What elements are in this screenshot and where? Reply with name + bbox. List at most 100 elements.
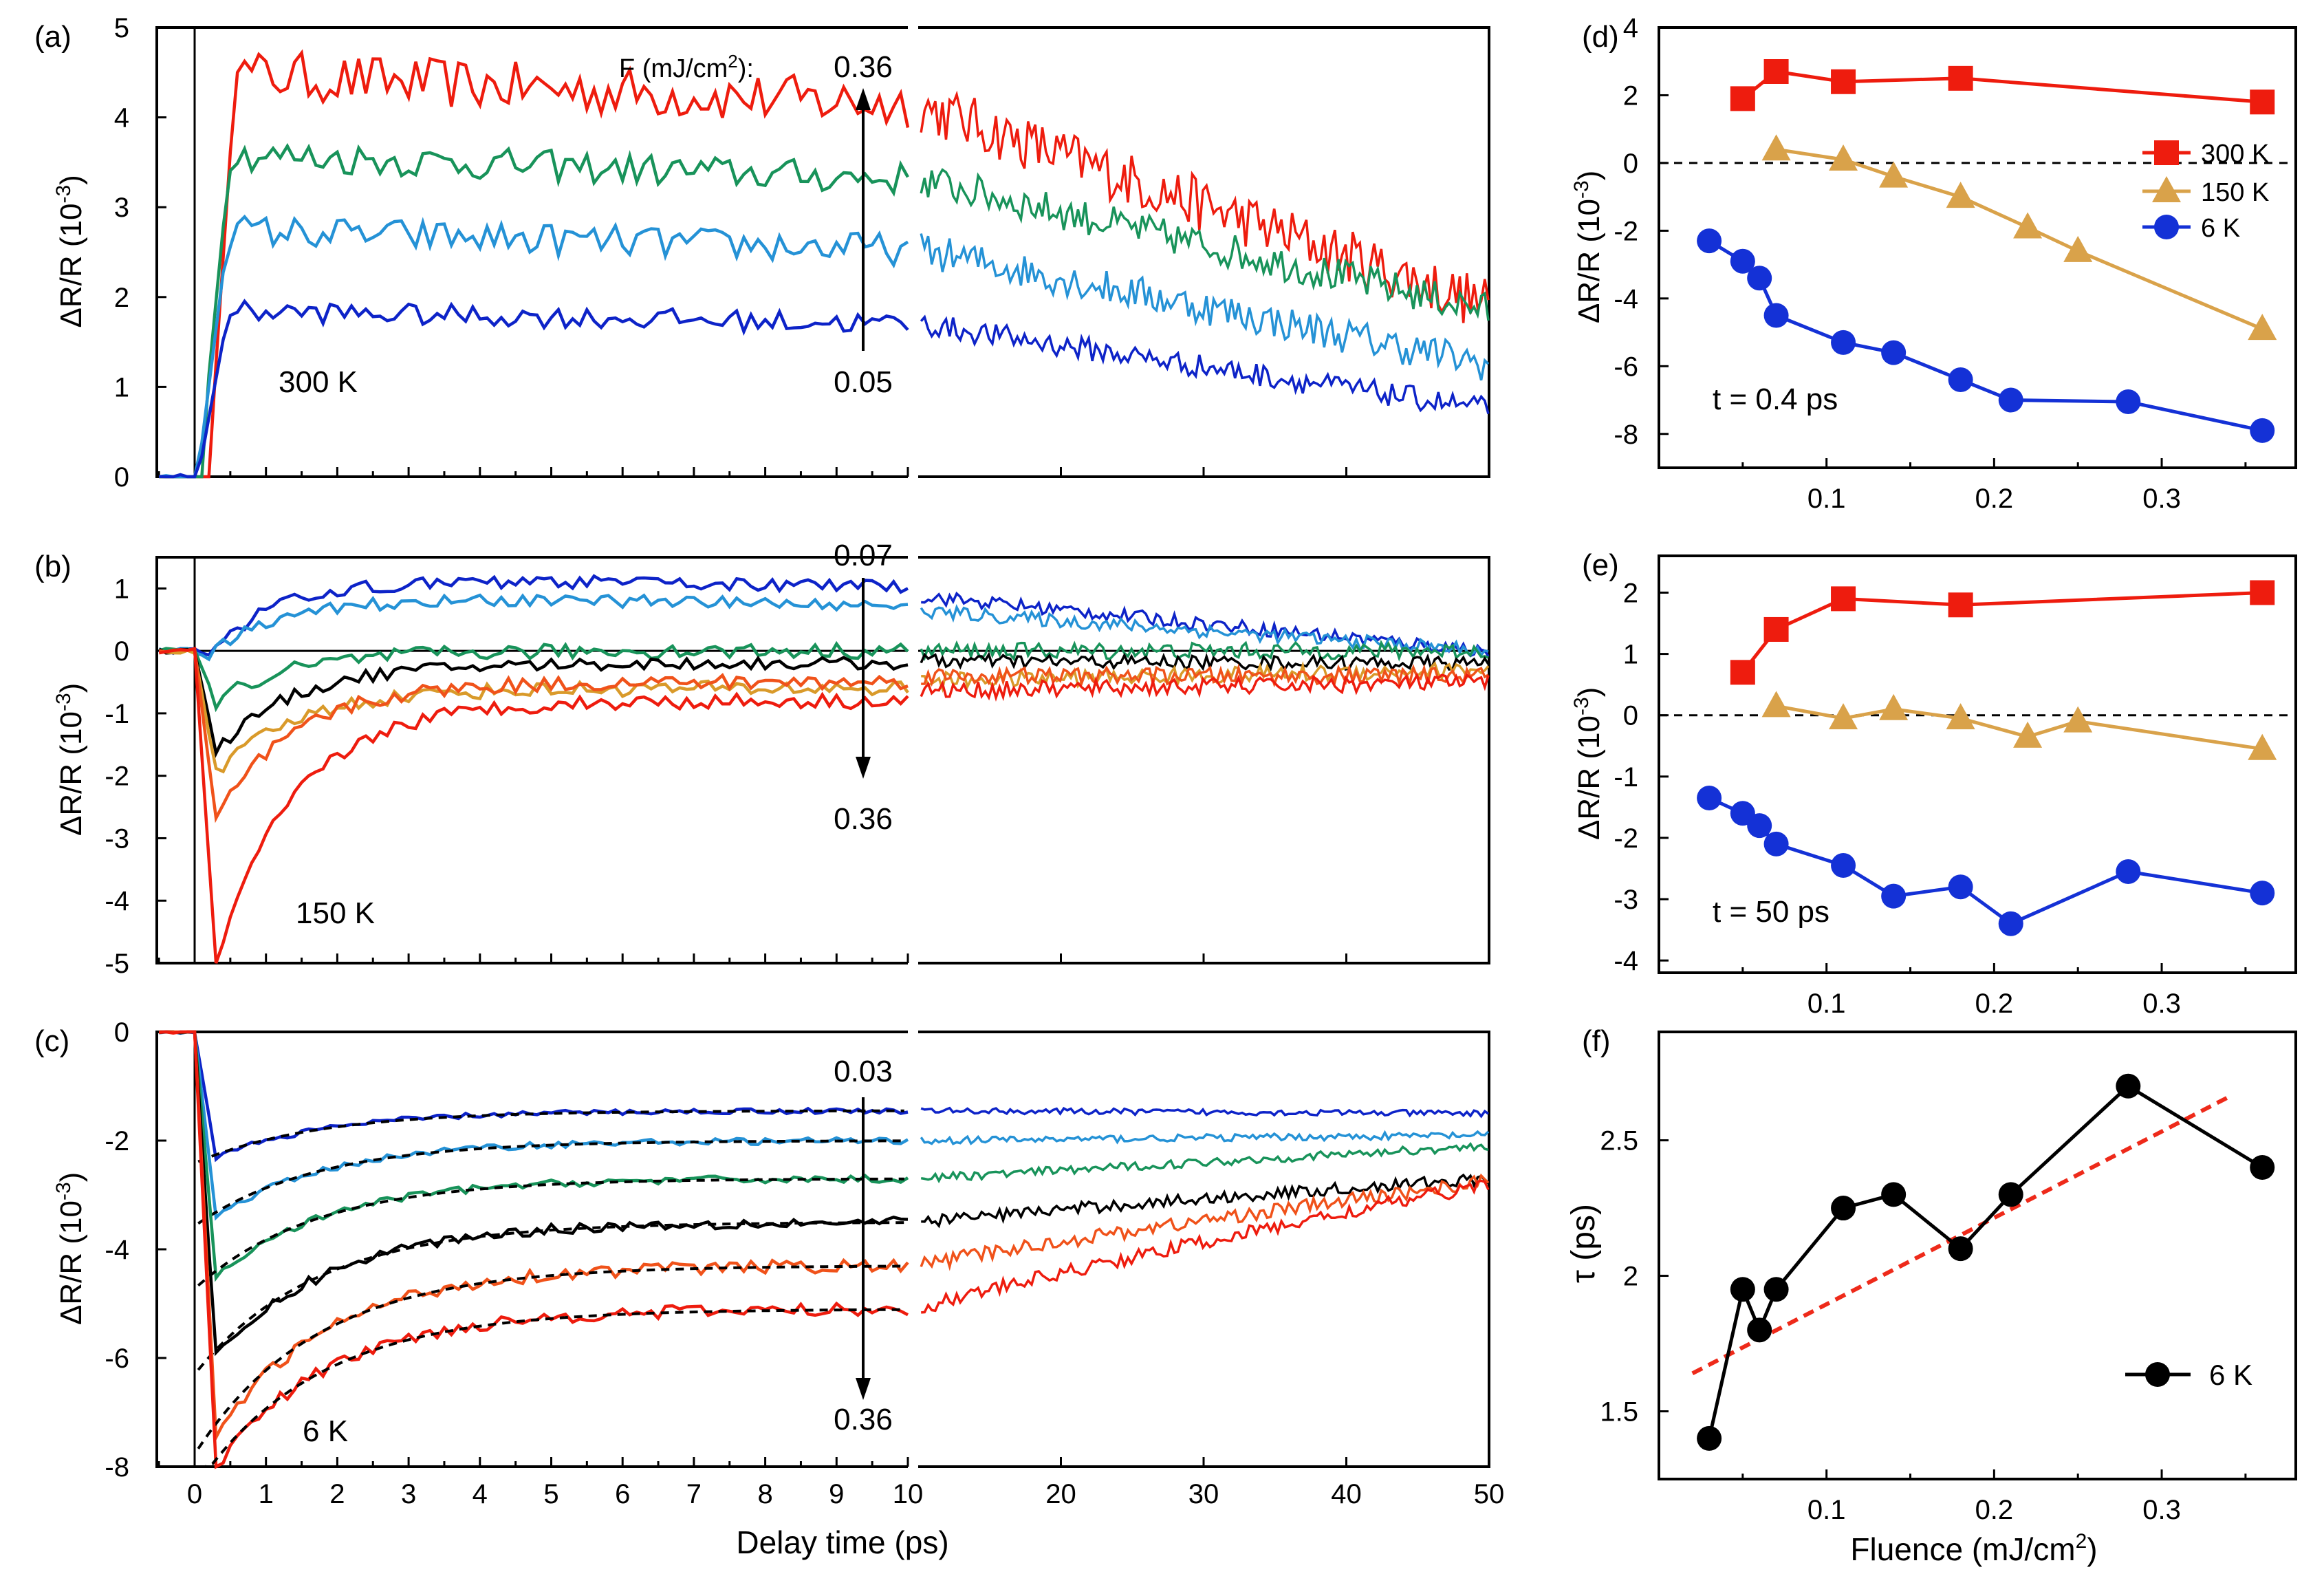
x-tick-label: 2: [329, 1479, 345, 1509]
y-tick-label: 2: [1623, 1262, 1638, 1292]
y-tick-label: -4: [105, 886, 129, 916]
y-tick-label: 0: [1623, 701, 1638, 731]
panel-c: -8 -6 -4 -2 0 ΔR/R (10-3) (c) 6 K 0.03 0.36 0 1 2 3 4 5…: [34, 1017, 1504, 1560]
x-tick-label: 30: [1188, 1479, 1219, 1509]
legend-label: 150 K: [2201, 178, 2269, 207]
trace-0.18: [158, 647, 909, 758]
data-point: [1747, 266, 1772, 291]
y-tick-label: 0: [114, 1017, 129, 1048]
x-tick-label: 1: [259, 1479, 274, 1509]
data-point: [2248, 314, 2277, 341]
trace-0.25-long: [921, 663, 1489, 688]
data-point: [2013, 212, 2043, 239]
data-point: [1730, 248, 1755, 274]
data-point: [1948, 65, 1973, 91]
x-label-sup: 2: [2076, 1530, 2087, 1553]
y-tick-label: 1: [1623, 640, 1638, 670]
y-tick-label: 1.5: [1600, 1397, 1638, 1427]
y-tick-label: -3: [1614, 885, 1638, 915]
data-point: [1747, 813, 1772, 839]
x-tick-label: 6: [615, 1479, 630, 1509]
data-point: [2013, 721, 2043, 748]
data-point: [1763, 303, 1789, 328]
data-point: [1948, 1236, 1973, 1262]
data-point: [2250, 1154, 2275, 1180]
y-tick-label: 0: [1623, 149, 1638, 179]
data-point: [2116, 1073, 2141, 1099]
y-tick-label: 0: [114, 636, 129, 667]
trace-0.14-long: [920, 639, 1489, 662]
trace-0.36-long: [921, 1179, 1490, 1314]
panel-label: (f): [1582, 1024, 1611, 1058]
y-tick-label: -1: [105, 699, 129, 729]
y-tick-label: -4: [105, 1235, 129, 1265]
x-axis-label: Fluence (mJ/cm2): [1850, 1530, 2097, 1567]
data-point: [1831, 330, 1856, 355]
y-label-text: ΔR/R (10: [54, 1200, 88, 1325]
y-tick-label: -5: [105, 949, 129, 979]
trace-0.36-long: [920, 672, 1490, 702]
trace-0.2: [159, 142, 909, 479]
y-axis-label: ΔR/R (10-3): [52, 1172, 88, 1325]
y-tick-label: 2.5: [1600, 1126, 1638, 1156]
y-tick-label: -1: [1614, 762, 1638, 793]
axis-frame-right: [918, 26, 1490, 478]
x-tick-label: 0.3: [2142, 1495, 2181, 1525]
time-annotation: t = 0.4 ps: [1713, 382, 1838, 416]
x-label-text: Fluence (mJ/cm: [1850, 1531, 2075, 1567]
arrow-bottom-label: 0.36: [834, 1403, 893, 1436]
y-axis-label: ΔR/R (10-3): [52, 683, 88, 836]
x-tick-label: 10: [893, 1479, 924, 1509]
trace-0.05: [158, 1030, 909, 1221]
series-line-6 K: [1707, 1084, 2263, 1439]
x-tick-label: 4: [473, 1479, 488, 1509]
y-tick-label: 4: [114, 103, 129, 133]
data-point: [1879, 161, 1909, 188]
panel-label: (d): [1582, 20, 1619, 54]
y-tick-label: -2: [1614, 823, 1638, 854]
trace-0.1: [158, 214, 909, 479]
axis-frame-right: [918, 1031, 1490, 1468]
data-point: [1881, 340, 1907, 365]
x-tick-label: 8: [757, 1479, 772, 1509]
panel-d: -8 -6 -4 -2 0 2 4 0.1 0.2 0.3 (d) ΔR/R (10-3) t = 0.…: [1570, 13, 2297, 514]
x-tick-label: 0.3: [2142, 989, 2181, 1019]
trace-0.1-long: [920, 233, 1490, 381]
trace-0.18-long: [920, 651, 1490, 673]
axis-frame-left: [155, 556, 908, 964]
panel-label: (c): [34, 1024, 69, 1058]
data-point: [2250, 881, 2275, 906]
data-point: [1946, 182, 1975, 208]
trace-0.2-long: [920, 168, 1490, 321]
y-label-end: ): [54, 1172, 88, 1183]
y-tick-label: 5: [114, 13, 129, 43]
arrow-bottom-label: 0.05: [834, 365, 893, 399]
x-tick-label: 0.1: [1807, 484, 1846, 514]
temperature-label: 150 K: [296, 896, 375, 930]
panel-label: (e): [1582, 548, 1619, 582]
time-annotation: t = 50 ps: [1713, 895, 1829, 929]
data-point: [1831, 1196, 1856, 1221]
trace-0.03-long: [920, 1106, 1490, 1119]
arrow-bottom-label: 0.36: [834, 802, 893, 836]
y-tick-label: -6: [1614, 352, 1638, 382]
panel-f: 1.5 2 2.5 0.1 0.2 0.3 (f) τ (ps) 6 K Fluence (mJ/…: [1565, 1024, 2297, 1567]
y-axis-label: ΔR/R (10-3): [1570, 687, 1606, 840]
x-tick-label: 0.2: [1975, 1495, 2014, 1525]
y-label-text: ΔR/R (10: [1572, 199, 1606, 323]
arrow-top-label: 0.03: [834, 1055, 893, 1088]
data-point: [2116, 389, 2141, 414]
trace-0.22-long: [921, 660, 1490, 693]
legend-marker: [2154, 215, 2179, 239]
fit-curve: [197, 1177, 904, 1287]
data-point: [1948, 592, 1973, 618]
y-label-end: ): [1572, 171, 1606, 181]
data-point: [1998, 911, 2023, 936]
y-tick-label: -4: [1614, 284, 1638, 314]
data-point: [1881, 1182, 1907, 1207]
x-tick-label: 9: [829, 1479, 844, 1509]
x-label-end: ): [2087, 1531, 2097, 1567]
trace-0.18: [159, 1030, 909, 1443]
data-point: [1829, 144, 1858, 171]
